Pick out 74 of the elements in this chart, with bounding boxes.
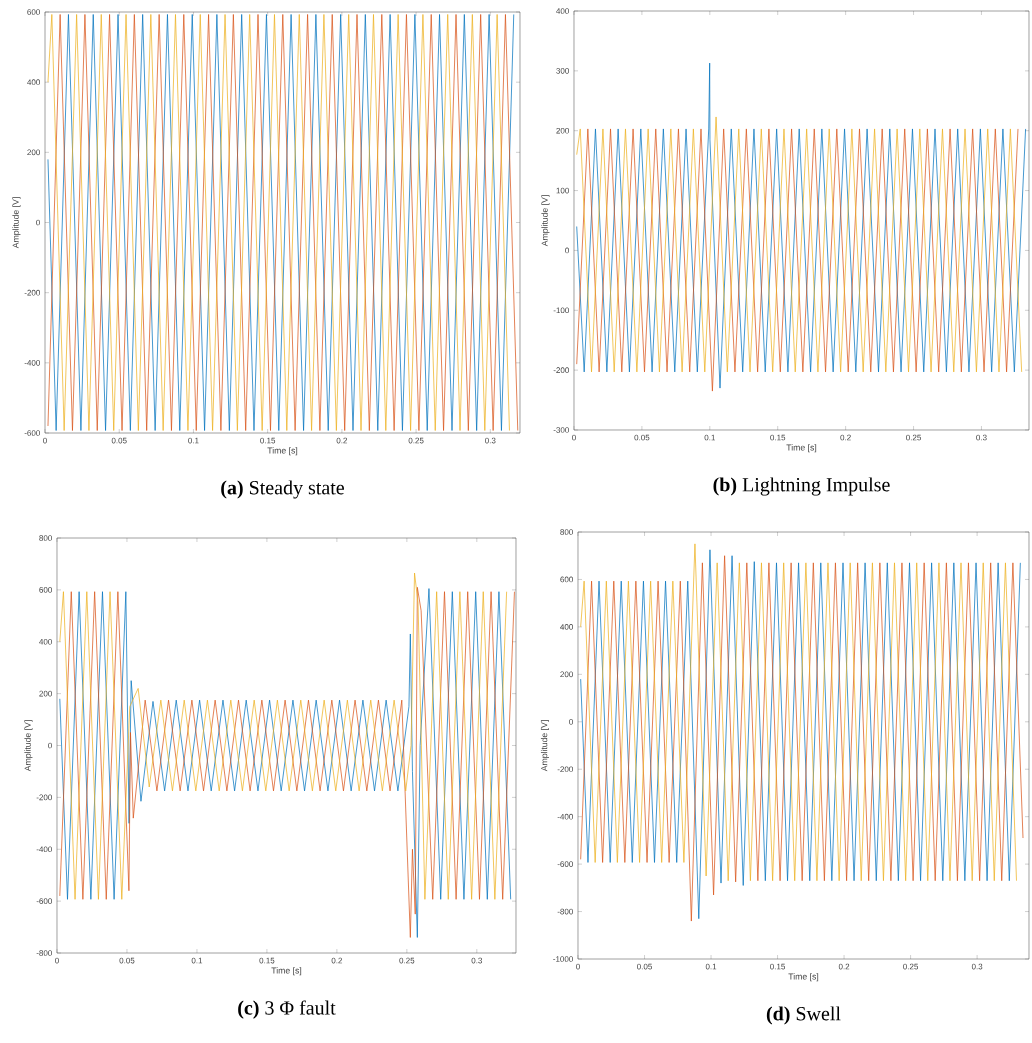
x-tick-label: 0.3 (971, 963, 983, 970)
x-tick-label: 0.05 (111, 437, 127, 444)
x-tick-label: 0.25 (903, 963, 919, 970)
y-tick-label: 600 (39, 587, 52, 593)
y-tick-label: 800 (560, 529, 573, 535)
y-tick-label: 600 (560, 576, 573, 583)
x-tick-label: 0.2 (840, 434, 851, 441)
y-tick-label: -600 (36, 898, 52, 904)
line-series (59, 572, 507, 900)
y-axis-title: Amplitude [V] (540, 720, 550, 772)
x-tick-label: 0.05 (637, 963, 652, 970)
x-tick-label: 0.05 (119, 957, 135, 964)
y-tick-label: 400 (560, 624, 573, 630)
y-axis-title: Amplitude [V] (12, 197, 21, 249)
y-tick-label: 0 (48, 742, 52, 749)
x-tick-label: 0 (55, 957, 59, 964)
text: (d) Swell (766, 1006, 841, 1025)
x-axis-title: Time [s] (788, 973, 819, 982)
y-tick-label: 100 (556, 187, 569, 194)
y-tick-label: 400 (39, 638, 52, 645)
x-axis-title: Time [s] (271, 967, 302, 976)
x-tick-label: 0.2 (336, 437, 348, 444)
line-series (576, 62, 1026, 389)
y-tick-label: -200 (557, 766, 573, 773)
y-tick-label: -200 (36, 794, 52, 801)
y-tick-label: 800 (39, 535, 52, 541)
x-tick-label: 0.15 (770, 963, 786, 970)
x-tick-label: 0.1 (705, 963, 717, 970)
text: (c) 3 Φ fault (238, 1000, 336, 1019)
y-tick-label: 200 (27, 149, 40, 156)
y-tick-label: -400 (557, 813, 573, 820)
y-tick-label: -200 (553, 367, 569, 373)
y-axis-title: Amplitude [V] (541, 195, 550, 247)
x-tick-label: 0.2 (331, 957, 343, 964)
x-axis-title: Time [s] (267, 447, 298, 456)
y-tick-label: 0 (569, 718, 573, 725)
y-tick-label: 300 (556, 68, 569, 74)
text: (b) Lightning Impulse (713, 477, 890, 496)
x-tick-label: 0.25 (906, 434, 921, 441)
y-tick-label: 0 (565, 247, 569, 254)
x-axis-title: Time [s] (786, 444, 817, 453)
y-tick-label: -800 (557, 908, 573, 915)
y-tick-label: -1000 (553, 956, 573, 962)
y-tick-label: 200 (556, 127, 569, 134)
y-tick-label: 200 (560, 671, 573, 678)
x-tick-label: 0.1 (191, 957, 203, 964)
x-tick-label: 0.3 (485, 437, 496, 444)
y-axis-title: Amplitude [V] (24, 720, 33, 772)
y-tick-label: -300 (553, 427, 569, 433)
x-tick-label: 0.25 (399, 957, 415, 964)
y-tick-label: -400 (24, 360, 40, 366)
text: (a) Steady state (221, 480, 344, 499)
y-tick-label: 0 (36, 219, 40, 226)
y-tick-label: 600 (27, 9, 40, 15)
x-tick-label: 0.15 (770, 434, 786, 441)
x-tick-label: 0 (576, 963, 580, 970)
y-tick-label: 400 (27, 79, 40, 86)
x-tick-label: 0.3 (976, 434, 987, 441)
x-tick-label: 0.2 (838, 963, 850, 970)
y-tick-label: -800 (36, 950, 52, 956)
y-tick-label: 400 (556, 8, 569, 14)
y-tick-label: -400 (36, 846, 52, 853)
x-tick-label: 0.15 (259, 957, 275, 964)
y-tick-label: -600 (557, 861, 573, 867)
y-tick-label: -200 (24, 289, 40, 296)
x-tick-label: 0.1 (704, 434, 715, 441)
y-tick-label: -600 (24, 430, 40, 436)
y-tick-label: -100 (553, 307, 569, 314)
x-tick-label: 0.1 (188, 437, 199, 444)
x-tick-label: 0.15 (260, 437, 276, 444)
x-tick-label: 0.25 (408, 437, 424, 444)
x-tick-label: 0.3 (471, 957, 483, 964)
y-tick-label: 200 (39, 690, 52, 697)
x-tick-label: 0.05 (634, 434, 650, 441)
